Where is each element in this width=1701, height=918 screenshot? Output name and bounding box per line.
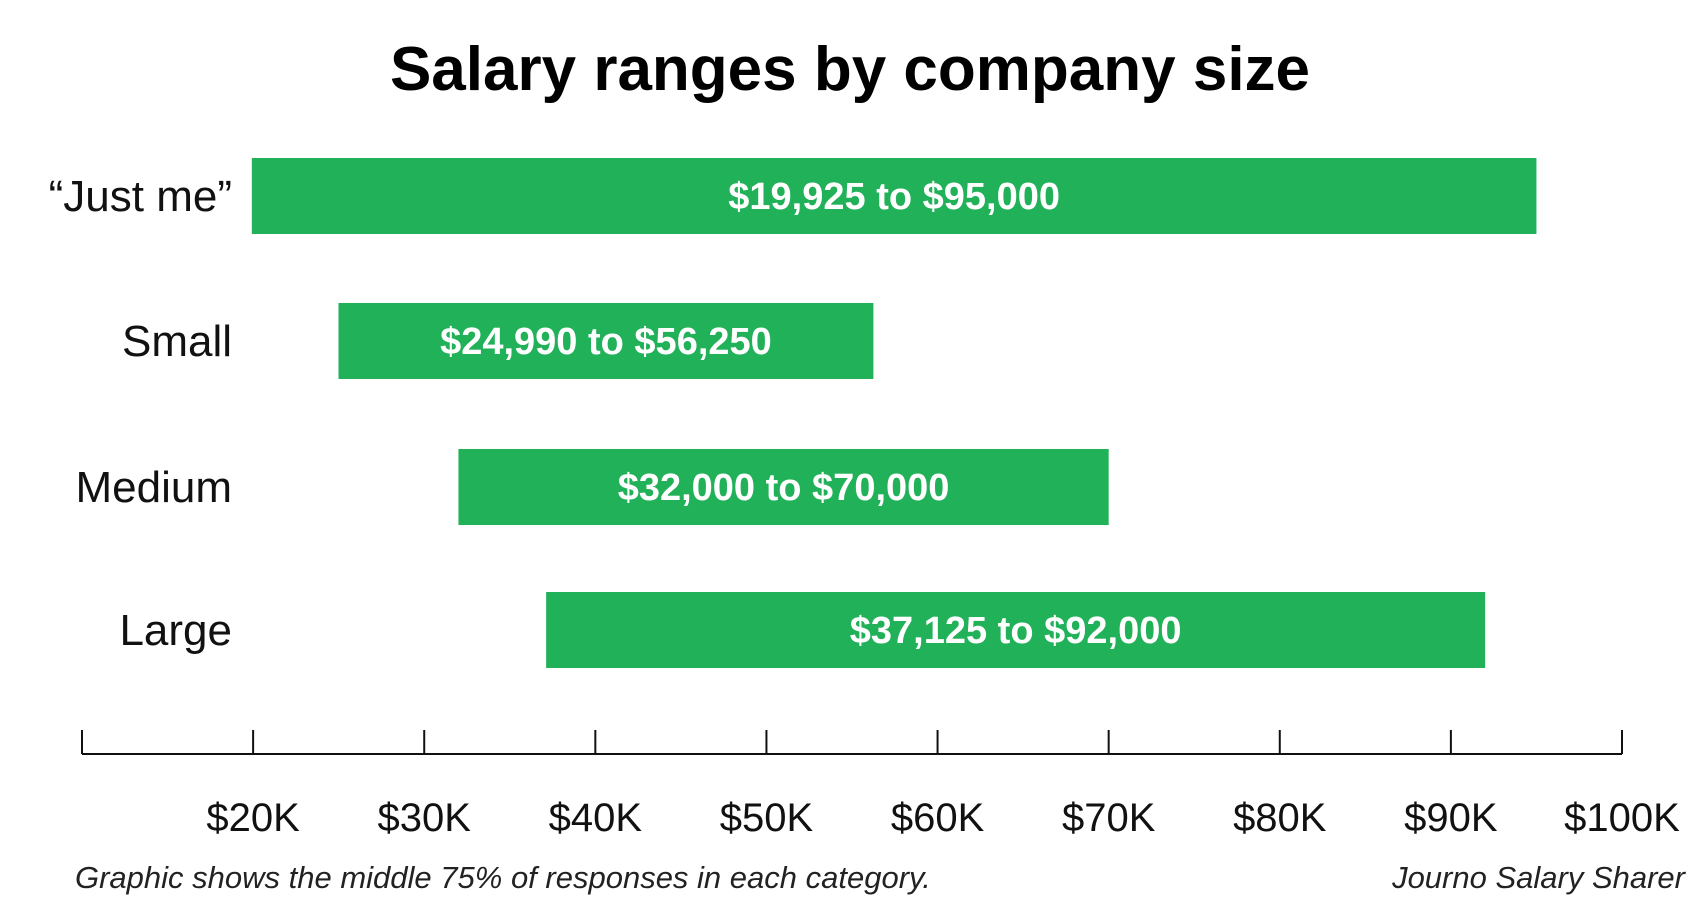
category-label: Large	[119, 606, 232, 655]
x-tick-label: $50K	[720, 796, 814, 840]
chart-note: Graphic shows the middle 75% of response…	[75, 860, 931, 895]
x-axis: $20K $30K $40K $50K $60K $70K $80K $90K $100K	[81, 730, 1680, 840]
x-tick-label: $40K	[549, 796, 643, 840]
category-label: “Just me”	[49, 172, 232, 221]
range-bar	[458, 449, 1109, 525]
range-bar	[251, 158, 1537, 234]
x-tick-label: $20K	[206, 796, 300, 840]
chart-title: Salary ranges by company size	[390, 35, 1310, 104]
x-tick-label: $90K	[1404, 796, 1498, 840]
bar-value-label: $24,990 to $56,250	[440, 321, 772, 363]
range-bar	[546, 592, 1486, 668]
x-tick-label: $60K	[891, 796, 985, 840]
bar-value-label: $37,125 to $92,000	[850, 610, 1182, 652]
x-tick-label: $80K	[1233, 796, 1327, 840]
category-label: Small	[122, 317, 232, 366]
range-bar	[338, 303, 874, 379]
chart-source: Journo Salary Sharer	[1391, 860, 1687, 895]
bar-value-label: $19,925 to $95,000	[728, 176, 1060, 218]
bars-group: “Just me” $19,925 to $95,000 Small $24,990 …	[49, 158, 1537, 668]
category-label: Medium	[76, 463, 233, 512]
x-tick-label: $70K	[1062, 796, 1156, 840]
x-tick-label: $30K	[378, 796, 472, 840]
x-tick-label: $100K	[1564, 796, 1680, 840]
bar-value-label: $32,000 to $70,000	[618, 467, 950, 509]
